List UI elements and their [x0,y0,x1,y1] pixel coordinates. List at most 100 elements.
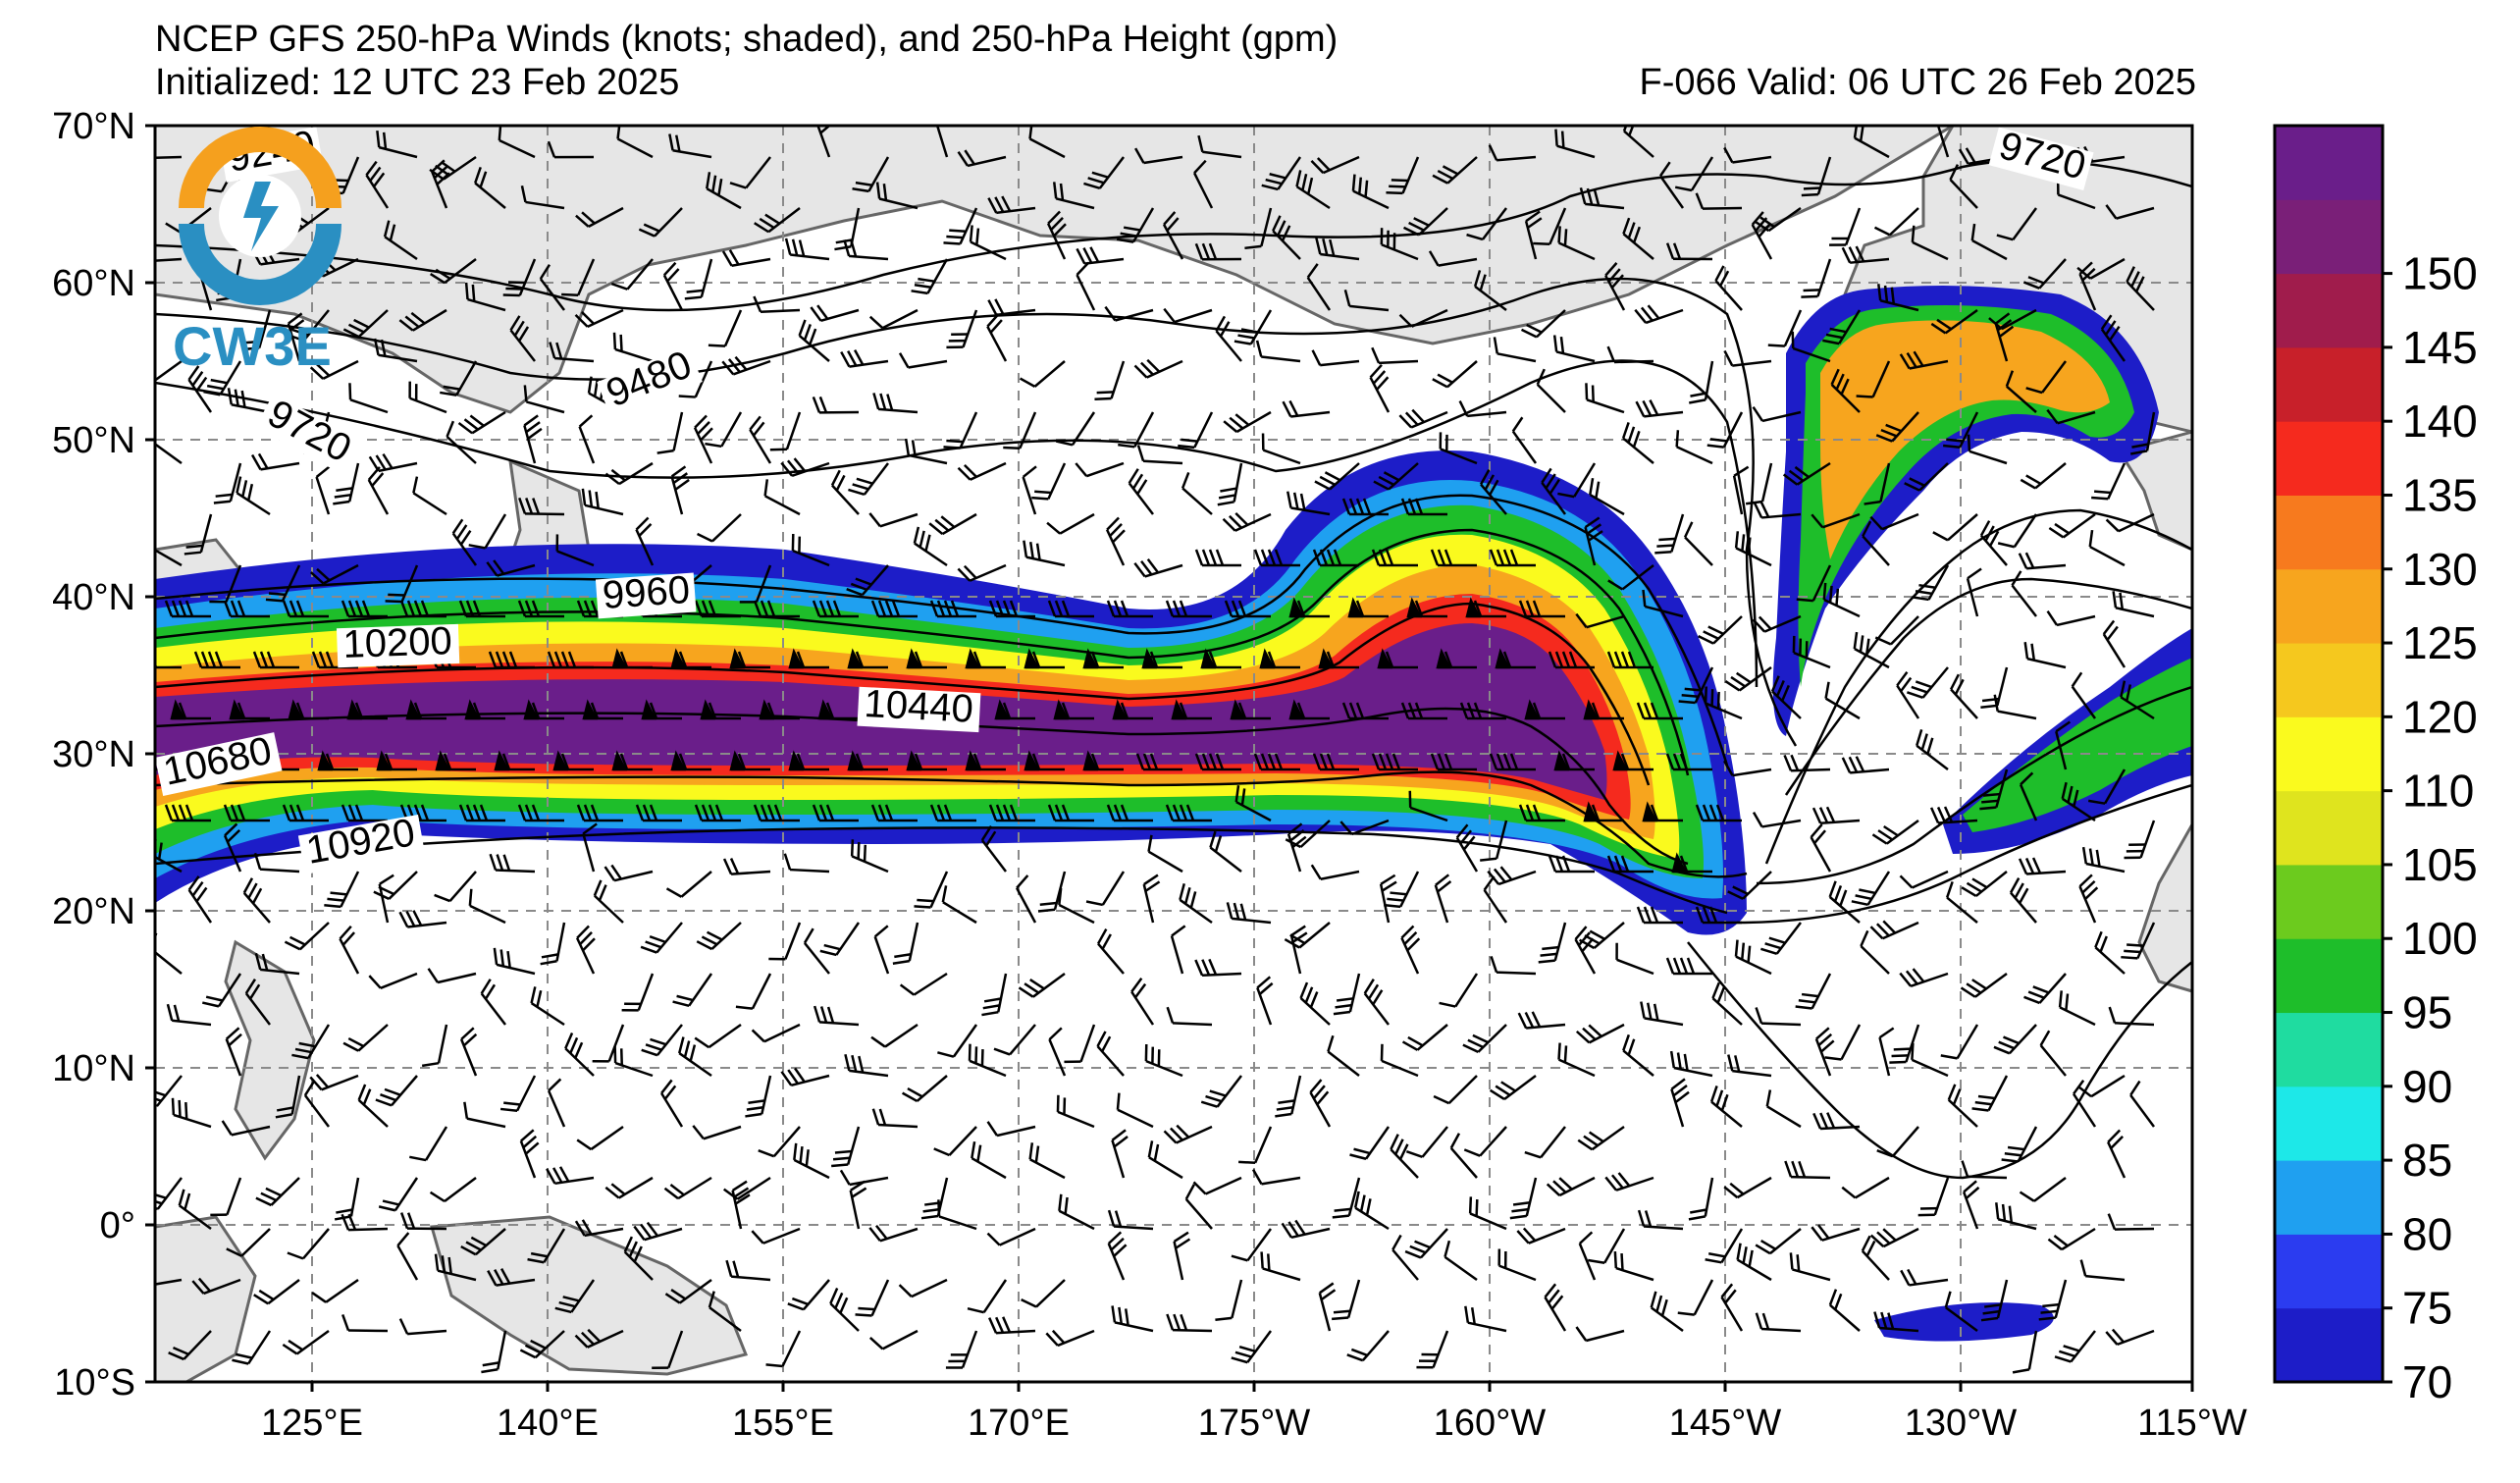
wind-barb [1947,1084,1978,1128]
wind-barb [346,699,388,720]
wind-barb [1192,159,1214,209]
wind-barb [1112,699,1153,720]
wind-barb [2055,720,2072,770]
wind-barb [1900,1268,1949,1287]
wind-barb [753,600,800,618]
wind-barb [155,257,183,263]
wind-barb [1557,1042,1596,1078]
wind-barb [1170,925,1186,975]
colorbar-label: 145 [2402,322,2478,373]
lat-label: 50°N [52,420,135,461]
lat-label: 30°N [52,734,135,775]
wind-barb [1589,478,1625,516]
wind-barb [1286,822,1307,873]
wind-barb [341,1213,389,1232]
wind-barb [1723,349,1772,367]
wind-barb [1463,1126,1507,1157]
wind-barb [1801,258,1832,298]
wind-barb [1861,1235,1890,1281]
wind-barb [610,258,654,291]
wind-barb [1695,906,1742,925]
wind-barb [1875,411,1919,443]
wind-barb [1911,225,1949,261]
wind-barb [1916,728,1949,770]
wind-barb [911,258,949,295]
wind-barb [1622,1033,1654,1077]
wind-barb [1489,549,1536,567]
wind-barb [1674,156,1714,192]
wind-barb [333,462,360,505]
wind-barb [480,979,506,1026]
wind-barb [253,852,300,874]
wind-barb [1971,1075,2009,1112]
wind-barb [574,308,624,328]
wind-barb [788,750,829,771]
wind-barb [1222,511,1272,532]
wind-barb [1995,1202,2037,1231]
wind-barb [2121,922,2156,960]
wind-barb [1386,156,1420,195]
wind-barb [1789,1252,1831,1282]
wind-barb [1683,521,1713,566]
wind-barb [1339,819,1390,836]
wind-barb [1104,305,1154,322]
wind-barb [870,600,918,618]
wind-barb [640,922,683,954]
wind-barb [210,1177,242,1217]
lat-label: 60°N [52,263,135,304]
wind-barb [1585,383,1625,414]
wind-barb [943,411,978,450]
wind-barb [1538,922,1567,964]
wind-barb [282,600,329,618]
wind-barb [1238,1126,1273,1164]
wind-barb [1665,753,1712,771]
wind-barb [284,922,330,951]
wind-barb [1255,340,1301,363]
wind-barb [431,159,450,209]
wind-barb [1021,1279,1066,1308]
wind-barb [2078,874,2099,924]
wind-barb [435,750,476,771]
wind-barb [250,452,300,471]
wind-barb [906,750,947,771]
wind-barb [899,972,948,996]
wind-barb [670,465,690,515]
wind-barb [729,648,770,669]
wind-barb [2129,1080,2156,1128]
wind-barb [668,133,712,159]
wind-barb [582,699,623,720]
contour-line [155,159,2192,312]
wind-barb [1873,1311,1919,1333]
wind-barb [1996,207,2038,241]
wind-barb [1096,928,1125,975]
wind-barb [945,1330,978,1369]
wind-barb [870,804,918,822]
colorbar-swatch [2275,495,2383,570]
wind-barb [2047,1227,2096,1251]
wind-barb [1524,1126,1566,1159]
wind-barb [1341,702,1389,720]
wind-barb [725,1259,771,1282]
wind-barb [1373,462,1419,491]
wind-barb [440,360,478,397]
wind-barb [993,1024,1036,1056]
wind-barb [684,258,713,300]
wind-barb [1192,1176,1242,1195]
wind-barb [1575,1023,1625,1044]
colorbar-label: 70 [2402,1356,2452,1407]
colorbar-swatch [2275,199,2383,275]
colorbar-swatch [2275,1086,2383,1161]
wind-barb [1511,416,1538,464]
wind-barb [1289,925,1308,975]
wind-barb [2088,529,2126,567]
wind-barb [812,600,859,618]
wind-barb [1669,1050,1713,1078]
wind-barb [1391,1234,1419,1281]
wind-barb [1003,411,1037,450]
wind-barb [502,258,537,297]
wind-barb [552,750,594,771]
wind-barb [2073,1080,2097,1128]
colorbar-swatch [2275,1160,2383,1235]
wind-barb [244,979,271,1026]
wind-barb [155,155,183,160]
